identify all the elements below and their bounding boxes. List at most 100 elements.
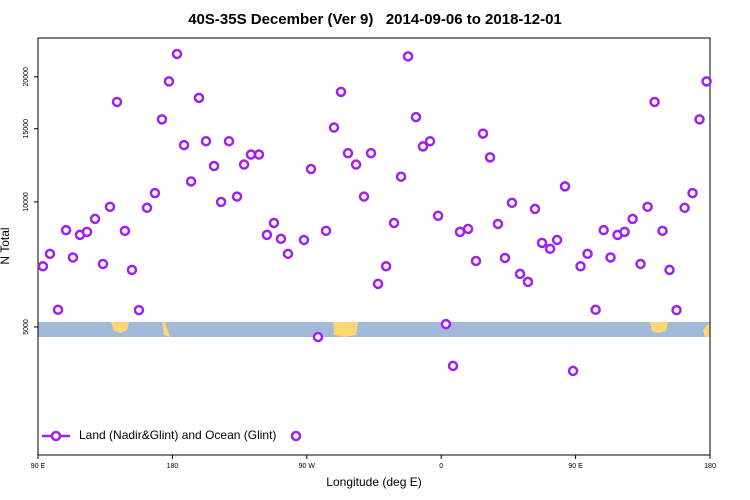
y-tick-label: 10000 bbox=[23, 192, 30, 212]
point bbox=[567, 365, 579, 377]
y-tick-label: 15000 bbox=[23, 119, 30, 139]
point bbox=[342, 147, 354, 159]
point bbox=[402, 51, 414, 62]
point bbox=[133, 304, 145, 316]
point bbox=[268, 217, 280, 229]
x-tick-label: 0 bbox=[439, 463, 443, 470]
point bbox=[454, 226, 466, 238]
point bbox=[238, 159, 250, 170]
point bbox=[470, 255, 482, 267]
point bbox=[619, 226, 630, 238]
point bbox=[312, 331, 324, 343]
point bbox=[590, 304, 601, 316]
point bbox=[200, 135, 212, 147]
x-tick-label: 180 bbox=[704, 463, 716, 470]
point bbox=[499, 252, 511, 264]
point bbox=[649, 96, 660, 108]
point bbox=[215, 196, 227, 208]
legend-marker bbox=[50, 430, 62, 442]
point bbox=[208, 160, 220, 172]
point bbox=[679, 202, 690, 214]
point bbox=[462, 223, 474, 235]
point bbox=[559, 181, 571, 192]
point bbox=[671, 304, 682, 316]
land bbox=[111, 322, 129, 333]
point bbox=[223, 135, 235, 147]
point bbox=[417, 141, 429, 152]
point bbox=[365, 147, 377, 159]
point bbox=[424, 135, 436, 147]
legend-extra-marker bbox=[290, 430, 302, 442]
point bbox=[514, 268, 526, 280]
chart-title: 40S-35S December (Ver 9) 2014-09-06 to 2… bbox=[188, 11, 562, 28]
y-axis-title: N Total bbox=[0, 227, 12, 264]
point bbox=[298, 234, 310, 246]
point bbox=[635, 258, 646, 270]
point bbox=[193, 92, 205, 104]
point bbox=[104, 201, 116, 213]
land bbox=[333, 322, 358, 337]
point bbox=[440, 318, 452, 330]
point bbox=[657, 225, 668, 237]
point bbox=[119, 225, 131, 237]
point bbox=[185, 176, 197, 187]
point bbox=[664, 264, 675, 276]
point bbox=[694, 114, 705, 125]
x-tick-label: 90 E bbox=[568, 463, 583, 470]
point bbox=[97, 258, 109, 270]
point bbox=[335, 86, 347, 98]
point bbox=[126, 264, 138, 276]
point bbox=[320, 225, 332, 237]
point bbox=[358, 191, 370, 202]
point bbox=[536, 237, 548, 249]
point bbox=[605, 252, 616, 263]
land-shapes bbox=[111, 322, 710, 337]
x-tick-label: 90 W bbox=[299, 463, 316, 470]
land bbox=[162, 322, 170, 337]
point bbox=[328, 122, 340, 133]
ocean-band bbox=[38, 322, 710, 337]
land bbox=[703, 322, 710, 337]
point bbox=[305, 163, 317, 175]
point bbox=[522, 276, 534, 288]
x-tick-label: 90 E bbox=[31, 463, 46, 470]
point bbox=[380, 261, 392, 272]
point bbox=[627, 213, 638, 225]
point bbox=[111, 96, 123, 108]
point bbox=[372, 278, 384, 290]
point bbox=[81, 226, 93, 238]
point bbox=[275, 233, 287, 245]
point bbox=[410, 111, 422, 123]
point bbox=[37, 261, 49, 272]
point bbox=[261, 229, 273, 241]
point bbox=[544, 243, 556, 255]
point bbox=[551, 234, 563, 246]
point bbox=[484, 152, 496, 163]
point bbox=[432, 210, 444, 222]
x-axis-title: Longitude (deg E) bbox=[326, 475, 421, 489]
point bbox=[52, 304, 64, 316]
y-tick-label: 5000 bbox=[23, 319, 30, 335]
point bbox=[642, 201, 653, 213]
point bbox=[149, 187, 161, 199]
point bbox=[163, 76, 175, 87]
point bbox=[598, 224, 609, 236]
point bbox=[582, 248, 593, 260]
point bbox=[447, 360, 459, 372]
x-tick-label: 180 bbox=[167, 463, 179, 470]
point bbox=[575, 261, 586, 272]
point bbox=[178, 139, 190, 151]
point bbox=[89, 213, 101, 225]
point bbox=[141, 202, 153, 214]
land bbox=[650, 322, 668, 333]
point bbox=[245, 149, 257, 160]
point bbox=[395, 171, 407, 182]
legend-label: Land (Nadir&Glint) and Ocean (Glint) bbox=[79, 428, 276, 442]
point bbox=[67, 252, 79, 263]
point bbox=[701, 76, 712, 87]
point bbox=[492, 218, 504, 230]
plot-frame bbox=[37, 37, 711, 456]
y-tick-label: 20000 bbox=[23, 67, 30, 87]
